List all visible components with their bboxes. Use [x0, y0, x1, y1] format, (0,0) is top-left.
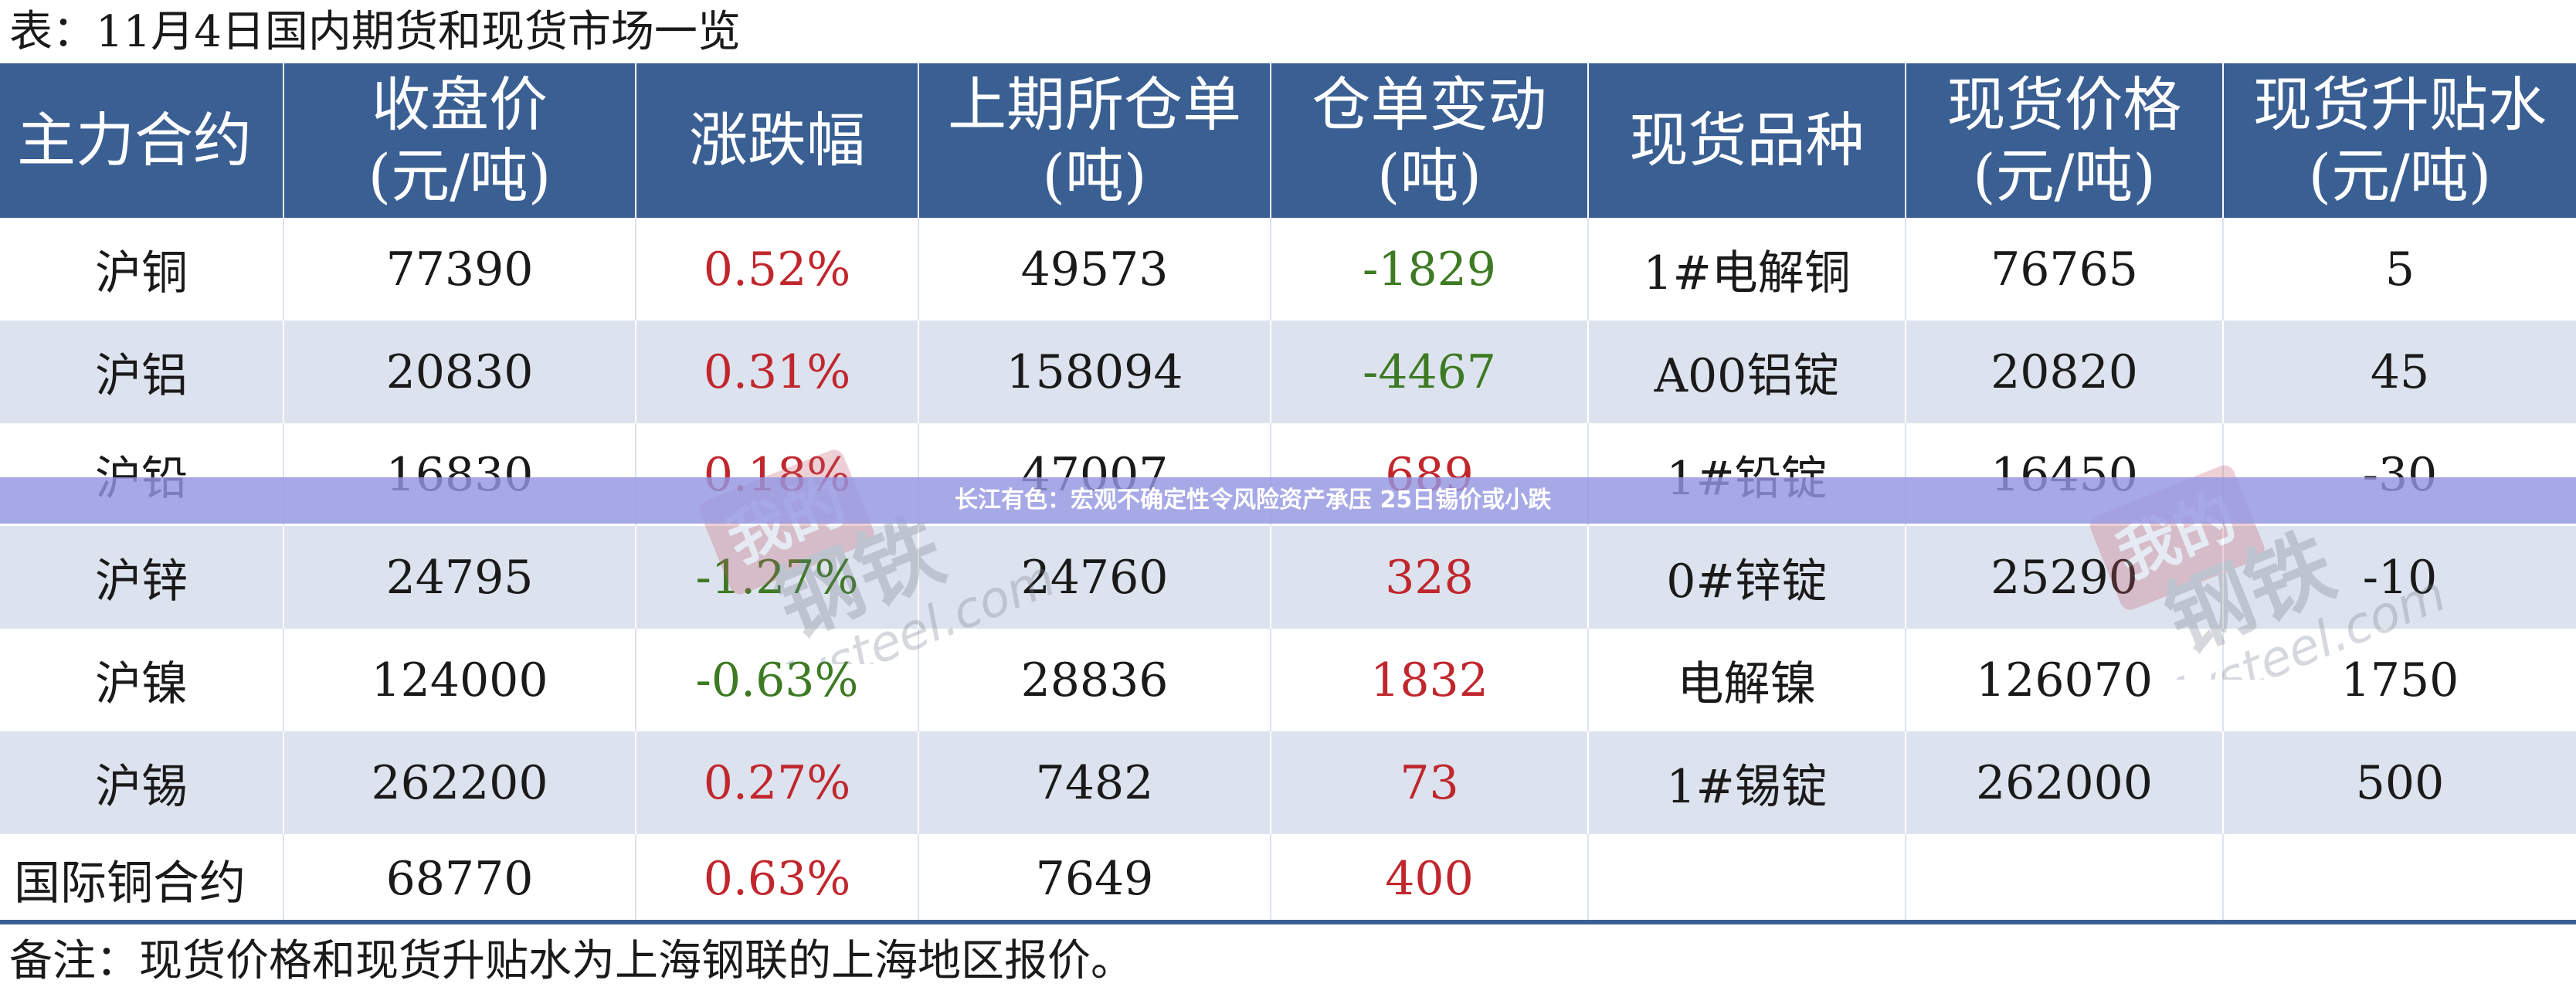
table-row: 沪铜 77390 0.52% 49573 -1829 1#电解铜 76765 5: [0, 218, 2576, 321]
close-price-cell: 124000: [283, 629, 636, 731]
mysteel-watermark-left: 我的 钢铁 Mysteel.com: [699, 449, 1058, 664]
contract-cell: 沪镍: [0, 629, 283, 731]
close-price-cell: 20830: [283, 321, 636, 423]
warrant-change-cell: 328: [1270, 526, 1588, 629]
column-header-contract: 主力合约: [0, 63, 283, 218]
spot-item-cell: 0#锌锭: [1587, 526, 1906, 629]
news-headline-banner[interactable]: 长江有色：宏观不确定性令风险资产承压 25日锡价或小跌: [0, 477, 2576, 524]
spot-price-cell: 262000: [1905, 731, 2223, 834]
contract-cell: 沪铝: [0, 321, 283, 423]
warrant-cell: 28836: [918, 629, 1271, 731]
change-pct-cell: 0.27%: [635, 731, 918, 834]
spot-item-cell: 1#锡锭: [1587, 731, 1906, 834]
column-header-change: 涨跌幅: [635, 63, 918, 218]
contract-cell: 沪锡: [0, 731, 283, 834]
table-row: 国际铜合约 68770 0.63% 7649 400: [0, 834, 2576, 924]
column-header-unit: (吨): [1376, 141, 1482, 210]
contract-cell: 国际铜合约: [0, 834, 283, 924]
change-pct-cell: 0.31%: [635, 321, 918, 423]
warrant-change-cell: 400: [1270, 834, 1588, 924]
warrant-cell: 49573: [918, 218, 1271, 321]
column-header-label: 收盘价: [372, 70, 548, 139]
close-price-cell: 24795: [283, 526, 636, 629]
column-header-label: 现货价格: [1946, 70, 2182, 139]
market-table: 主力合约 收盘价 (元/吨) 涨跌幅 上期所仓单 (吨) 仓单变动 (吨) 现货品种 现货价格 (元…: [0, 63, 2576, 924]
column-header-label: 主力合约: [17, 106, 252, 175]
column-header-label: 上期所仓单: [948, 70, 1241, 139]
change-pct-cell: 0.52%: [635, 218, 918, 321]
table-bottom-rule: [0, 920, 2576, 924]
column-header-spot-item: 现货品种: [1587, 63, 1906, 218]
table-body: 沪铜 77390 0.52% 49573 -1829 1#电解铜 76765 5 沪铝 20830…: [0, 218, 2576, 924]
news-headline-text[interactable]: 长江有色：宏观不确定性令风险资产承压 25日锡价或小跌: [955, 487, 1552, 514]
change-pct-cell: -1.27%: [635, 526, 918, 629]
basis-cell: [2222, 834, 2576, 924]
column-header-unit: (吨): [1042, 141, 1147, 210]
contract-cell: 沪锌: [0, 526, 283, 629]
table-title: 表：11月4日国内期货和现货市场一览: [9, 7, 741, 57]
spot-item-cell: A00铝锭: [1587, 321, 1906, 423]
spot-item-cell: [1587, 834, 1906, 924]
spot-price-cell: 25290: [1905, 526, 2223, 629]
column-header-unit: (元/吨): [1973, 141, 2156, 210]
table-note: 备注：现货价格和现货升贴水为上海钢联的上海地区报价。: [9, 936, 1134, 986]
basis-cell: 45: [2222, 321, 2576, 423]
basis-cell: -10: [2222, 526, 2576, 629]
basis-cell: 500: [2222, 731, 2576, 834]
column-header-warrant-change: 仓单变动 (吨): [1270, 63, 1588, 218]
header-row: 主力合约 收盘价 (元/吨) 涨跌幅 上期所仓单 (吨) 仓单变动 (吨) 现货品种 现货价格 (元…: [0, 63, 2576, 218]
spot-item-cell: 1#电解铜: [1587, 218, 1906, 321]
column-header-label: 现货升贴水: [2253, 70, 2547, 139]
column-header-unit: (元/吨): [2308, 141, 2492, 210]
column-header-unit: (元/吨): [368, 141, 552, 210]
close-price-cell: 68770: [283, 834, 636, 924]
warrant-change-cell: 1832: [1270, 629, 1588, 731]
warrant-cell: 24760: [918, 526, 1271, 629]
basis-cell: 1750: [2222, 629, 2576, 731]
basis-cell: 5: [2222, 218, 2576, 321]
warrant-cell: 7649: [918, 834, 1271, 924]
table-row: 沪锡 262200 0.27% 7482 73 1#锡锭 262000 500: [0, 731, 2576, 834]
column-header-warrant: 上期所仓单 (吨): [918, 63, 1271, 218]
close-price-cell: 262200: [283, 731, 636, 834]
close-price-cell: 77390: [283, 218, 636, 321]
column-header-label: 涨跌幅: [689, 106, 865, 175]
contract-cell: 沪铜: [0, 218, 283, 321]
column-header-basis: 现货升贴水 (元/吨): [2222, 63, 2576, 218]
column-header-close: 收盘价 (元/吨): [283, 63, 636, 218]
column-header-label: 仓单变动: [1312, 70, 1547, 139]
spot-price-cell: 76765: [1905, 218, 2223, 321]
change-pct-cell: -0.63%: [635, 629, 918, 731]
spot-price-cell: 20820: [1905, 321, 2223, 423]
warrant-change-cell: -4467: [1270, 321, 1588, 423]
table-row: 沪铝 20830 0.31% 158094 -4467 A00铝锭 20820 45: [0, 321, 2576, 423]
spot-item-cell: 电解镍: [1587, 629, 1906, 731]
warrant-change-cell: 73: [1270, 731, 1588, 834]
warrant-cell: 7482: [918, 731, 1271, 834]
column-header-spot-price: 现货价格 (元/吨): [1905, 63, 2223, 218]
change-pct-cell: 0.63%: [635, 834, 918, 924]
spot-price-cell: 126070: [1905, 629, 2223, 731]
warrant-change-cell: -1829: [1270, 218, 1588, 321]
spot-price-cell: [1905, 834, 2223, 924]
table-row: 沪镍 124000 -0.63% 28836 1832 电解镍 126070 1750: [0, 629, 2576, 731]
column-header-label: 现货品种: [1629, 106, 1865, 175]
warrant-cell: 158094: [918, 321, 1271, 423]
